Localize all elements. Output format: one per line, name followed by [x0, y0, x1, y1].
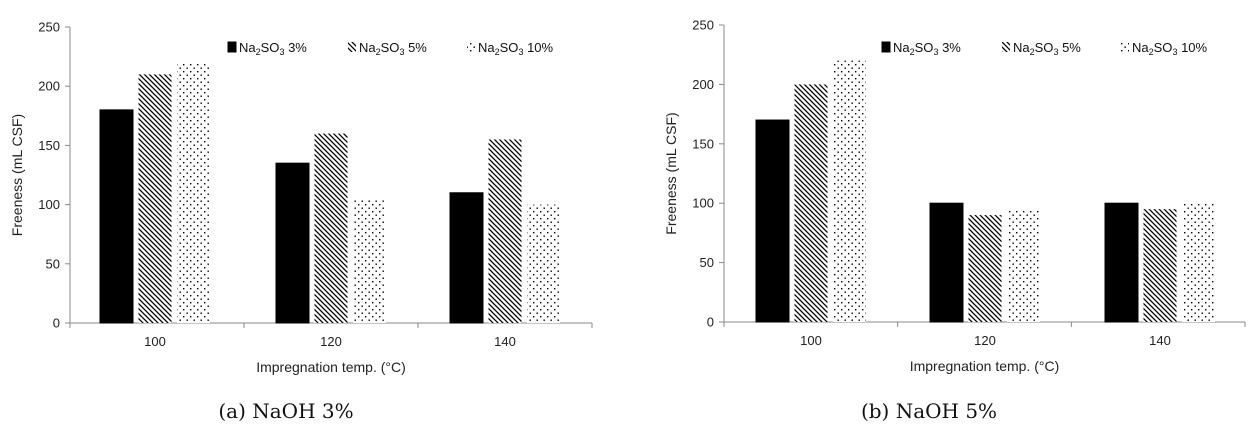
bar-series-3-100 — [177, 62, 210, 324]
x-tick-label: 100 — [144, 334, 166, 349]
panel-a: 0 50 100 150 200 250 100 120 140 Impregnation tem… — [9, 20, 593, 423]
y-tick-label: 50 — [700, 255, 714, 270]
legend-text-part: Na — [359, 40, 376, 55]
legend-text-part: SO — [381, 40, 400, 55]
legend-label-1: Na2SO3 3% — [239, 40, 307, 57]
panel-b: 0 50 100 150 200 250 100 120 140 Impregnation tem… — [663, 18, 1246, 423]
legend-text-part: 3 — [1172, 47, 1177, 57]
legend-label-2: Na2SO3 5% — [1013, 40, 1081, 57]
legend-swatch-3 — [1121, 42, 1129, 52]
legend-text-part: SO — [261, 40, 280, 55]
bar-series-1-140 — [1104, 202, 1139, 323]
bar-series-1-140 — [449, 192, 484, 324]
legend-label-1: Na2SO3 3% — [893, 40, 961, 57]
bar-series-3-140 — [527, 204, 560, 323]
legend-text-part: 2 — [910, 47, 915, 57]
bar-series-2-120 — [968, 215, 1002, 322]
y-axis-label: Freeness (mL CSF) — [663, 112, 679, 234]
legend-text-part: Na — [1013, 40, 1030, 55]
x-tick-label: 120 — [974, 333, 996, 348]
legend-text-part: 2 — [1030, 47, 1035, 57]
x-tick-label: 120 — [320, 334, 342, 349]
x-tick-label: 140 — [1149, 333, 1171, 348]
legend-text-part: 3 — [399, 47, 404, 57]
legend-text-part: Na — [478, 40, 495, 55]
y-tick-label: 150 — [38, 138, 60, 153]
legend-text-part: Na — [239, 40, 256, 55]
legend-label-3: Na2SO3 10% — [1132, 40, 1208, 57]
y-tick-label: 0 — [53, 316, 60, 331]
legend-text-part: 3 — [518, 47, 523, 57]
y-tick-label: 200 — [38, 79, 60, 94]
legend-text-part: 3% — [284, 40, 307, 55]
y-tick-label: 250 — [38, 20, 60, 35]
y-tick-label: 50 — [46, 256, 60, 271]
legend-text-part: 5% — [1058, 40, 1081, 55]
legend-text-part: 2 — [1149, 47, 1154, 57]
bar-series-2-100 — [794, 84, 828, 323]
y-tick-label: 250 — [692, 18, 714, 33]
x-axis-label: Impregnation temp. (°C) — [910, 358, 1060, 374]
legend-swatch-2 — [1002, 42, 1010, 52]
legend-text-part: 2 — [376, 47, 381, 57]
bar-series-2-100 — [138, 74, 172, 323]
y-tick-label: 100 — [38, 197, 60, 212]
legend-text-part: 3% — [938, 40, 961, 55]
bar-series-2-140 — [1143, 209, 1177, 322]
legend-text-part: 3 — [279, 47, 284, 57]
x-axis-label: Impregnation temp. (°C) — [256, 359, 406, 375]
legend-text-part: 5% — [404, 40, 427, 55]
legend-text-part: 2 — [495, 47, 500, 57]
bar-series-2-120 — [314, 133, 348, 323]
y-tick-label: 150 — [692, 136, 714, 151]
legend-swatch-1 — [227, 41, 237, 53]
bar-series-3-100 — [833, 60, 866, 322]
y-tick-label: 200 — [692, 77, 714, 92]
legend-label-2: Na2SO3 5% — [359, 40, 427, 57]
legend-text-part: 3 — [933, 47, 938, 57]
bar-series-1-100 — [755, 119, 790, 323]
legend-text-part: 2 — [256, 47, 261, 57]
legend-text-part: SO — [1035, 40, 1054, 55]
legend-text-part: SO — [915, 40, 934, 55]
legend-text-part: 10% — [523, 40, 553, 55]
bar-series-1-100 — [99, 109, 134, 324]
x-tick-label: 100 — [800, 333, 822, 348]
legend-text-part: 10% — [1177, 40, 1207, 55]
y-axis-label: Freeness (mL CSF) — [9, 114, 25, 236]
x-tick-label: 140 — [494, 334, 516, 349]
bar-series-1-120 — [929, 202, 964, 323]
legend-swatch-2 — [348, 42, 356, 52]
legend-text-part: Na — [1132, 40, 1149, 55]
bar-series-3-120 — [1007, 209, 1040, 322]
bar-series-2-140 — [488, 139, 522, 323]
bar-series-3-140 — [1182, 203, 1215, 322]
bar-series-3-120 — [353, 198, 386, 323]
legend-text-part: SO — [500, 40, 519, 55]
legend-swatch-3 — [467, 42, 475, 52]
panel-caption: (b) NaOH 5% — [861, 399, 997, 423]
y-tick-label: 100 — [692, 196, 714, 211]
legend-text-part: Na — [893, 40, 910, 55]
y-tick-label: 0 — [707, 315, 714, 330]
legend-text-part: 3 — [1053, 47, 1058, 57]
legend-text-part: SO — [1154, 40, 1173, 55]
legend-swatch-1 — [881, 41, 891, 53]
panel-caption: (a) NaOH 3% — [218, 399, 353, 423]
bar-series-1-120 — [275, 162, 310, 324]
legend-label-3: Na2SO3 10% — [478, 40, 554, 57]
